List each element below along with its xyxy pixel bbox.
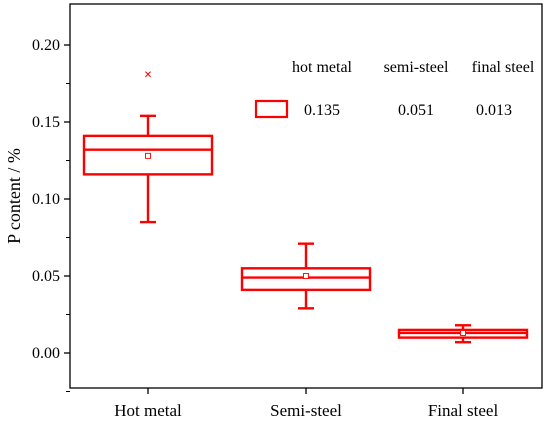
y-tick-label: 0.10 [32, 191, 60, 208]
iqr-box [240, 267, 372, 292]
mean-marker [460, 330, 466, 336]
legend-value-final-steel: 0.013 [476, 102, 512, 119]
legend-box-swatch [254, 99, 289, 119]
mean-marker [303, 273, 309, 279]
x-tick-label: Semi-steel [270, 401, 342, 420]
legend-value-semi-steel: 0.051 [398, 102, 434, 119]
mean-marker [145, 152, 151, 159]
legend-table: hot metal semi-steel final steel 0.135 0… [254, 59, 535, 119]
outlier-stroke [145, 71, 151, 78]
outlier-point [145, 71, 151, 78]
y-tick-label: 0.15 [32, 114, 60, 131]
box-final-steel [397, 324, 529, 344]
legend-header-hot-metal: hot metal [292, 59, 353, 76]
x-tick-label: Final steel [428, 401, 499, 420]
box-series [82, 71, 529, 344]
legend-value-hot-metal: 0.135 [304, 102, 340, 119]
iqr-box [82, 134, 214, 176]
y-tick-label: 0.05 [32, 268, 60, 285]
box-semi-steel [240, 242, 372, 310]
x-tick-label: Hot metal [114, 401, 182, 420]
legend-header-final-steel: final steel [472, 59, 535, 76]
y-tick-label: 0.00 [32, 345, 60, 362]
y-axis-label: P content / % [4, 148, 24, 244]
y-tick-label: 0.20 [32, 37, 60, 54]
box-hot-metal [82, 71, 214, 224]
x-axis: Hot metal Semi-steel Final steel [114, 388, 498, 420]
legend-header-semi-steel: semi-steel [384, 59, 449, 76]
y-axis: 0.00 0.05 0.10 0.15 0.20 [32, 37, 70, 392]
